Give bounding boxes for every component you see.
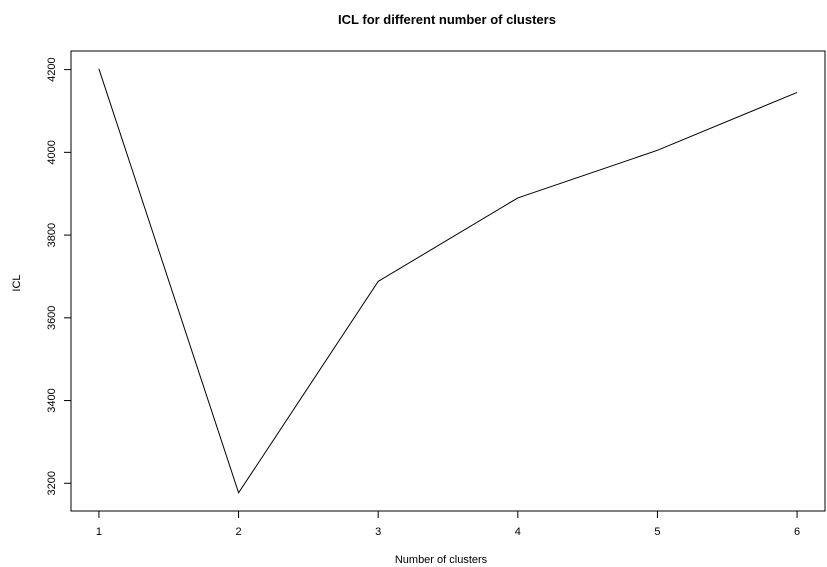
y-tick-label: 3600 <box>46 306 58 330</box>
chart-title: ICL for different number of clusters <box>338 12 556 27</box>
x-tick-label: 1 <box>96 526 102 538</box>
x-axis: 1 2 3 4 5 6 <box>96 510 800 538</box>
y-tick-label: 3200 <box>46 471 58 495</box>
plot-frame <box>70 50 826 512</box>
x-tick-label: 2 <box>235 526 241 538</box>
x-axis-label: Number of clusters <box>395 554 488 566</box>
x-tick-label: 5 <box>654 526 660 538</box>
x-tick-label: 4 <box>515 526 521 538</box>
y-axis-label: ICL <box>11 274 23 291</box>
series-line <box>98 68 798 494</box>
y-tick-label: 3400 <box>46 388 58 412</box>
y-tick-label: 3800 <box>46 223 58 247</box>
y-axis: 3200 3400 3600 3800 4000 4200 <box>46 57 72 496</box>
x-tick-label: 6 <box>794 526 800 538</box>
x-tick-label: 3 <box>375 526 381 538</box>
y-tick-label: 4200 <box>46 57 58 81</box>
y-tick-label: 4000 <box>46 140 58 164</box>
